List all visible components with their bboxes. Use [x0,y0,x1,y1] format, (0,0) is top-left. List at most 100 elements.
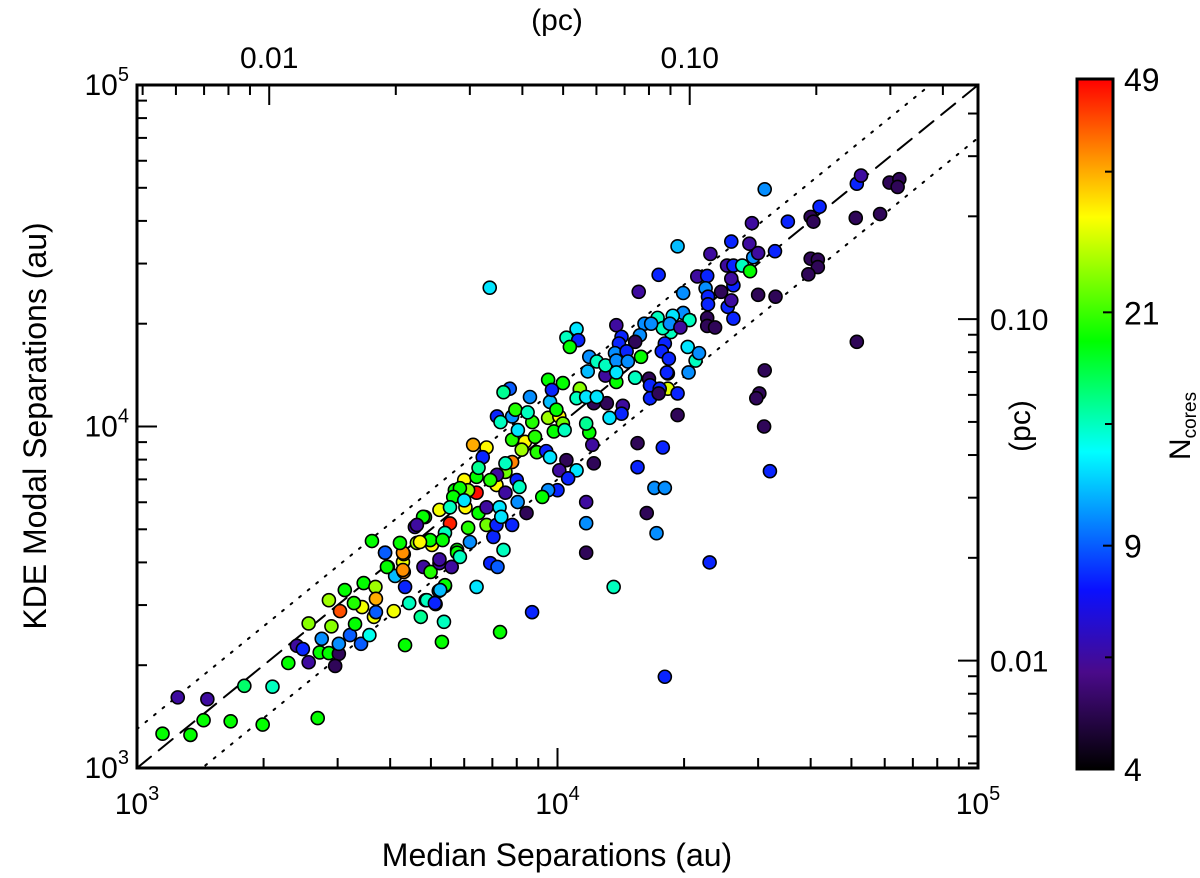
data-point [452,549,468,565]
data-point [699,268,715,284]
data-point [742,236,757,251]
data-point [482,472,498,488]
data-point [748,390,764,406]
right-pc-tick-label: 0.10 [990,304,1048,337]
data-point [324,618,339,634]
data-point [853,168,869,183]
top-pc-tick-label: 0.10 [661,42,719,75]
data-point [655,440,671,455]
data-point [557,422,572,438]
data-point [498,485,513,500]
data-point [170,690,186,705]
data-point [602,410,617,426]
data-point [661,351,677,366]
data-point [492,624,508,640]
y-axis-label: KDE Modal Separations (au) [17,222,53,629]
data-points [155,168,907,743]
data-point [427,595,443,611]
y-tick-label: 104 [85,406,130,444]
data-point [560,471,576,486]
colorbar-tick-label: 49 [1124,62,1160,98]
data-point [544,382,560,398]
data-point [490,559,505,575]
data-point [651,386,666,401]
data-point [750,245,766,261]
data-point [578,494,594,510]
data-point [392,535,408,551]
data-point [196,712,211,728]
data-point [510,494,525,510]
data-point [434,634,450,650]
data-point [872,206,888,222]
colorbar-tick-label: 4 [1124,752,1142,788]
data-point [670,407,685,423]
data-point [456,492,472,508]
data-point [534,489,550,505]
data-point [670,386,685,401]
data-point [631,284,647,300]
data-point [589,389,605,405]
data-point [768,289,783,304]
top-pc-tick-label: 0.01 [240,42,298,75]
data-point [780,214,796,229]
data-point [609,317,624,333]
data-point [527,429,543,445]
data-point [337,582,353,598]
data-point [397,637,413,653]
data-point [578,545,594,561]
data-point [606,579,621,595]
data-point [756,419,772,434]
data-point [562,339,578,355]
data-point [347,616,363,632]
data-point [552,463,567,478]
data-point [504,517,520,533]
data-point [223,714,238,729]
data-point [890,179,905,195]
data-point [409,517,425,533]
data-point [321,592,337,608]
data-point [680,339,695,355]
data-point [512,479,527,495]
data-point [493,509,509,525]
data-point [643,316,659,331]
data-point [522,389,538,405]
data-point [508,402,523,417]
right-axis-label: (pc) [1004,400,1037,452]
data-point [301,616,316,631]
data-point [301,654,316,670]
data-point [265,679,280,695]
data-point [397,579,413,595]
data-point [681,365,696,380]
data-point [555,375,571,391]
data-point [514,442,530,458]
colorbar-tick-label: 9 [1124,529,1142,565]
data-point [630,459,645,475]
x-axis-label: Median Separations (au) [382,837,732,873]
data-point [395,562,411,578]
data-point [362,627,377,643]
data-point [806,214,821,229]
data-point [482,280,498,295]
data-point [413,609,429,625]
data-point [237,678,252,694]
data-point [465,437,481,453]
x-tick-label: 104 [535,783,580,821]
data-point [767,243,783,259]
data-point [460,520,476,536]
data-point [364,533,380,549]
data-point [750,287,766,303]
data-point [471,460,486,476]
data-point [762,463,778,479]
data-point [580,364,596,379]
data-point [519,505,534,521]
data-point [444,559,459,575]
data-point [670,239,685,254]
data-point [479,499,494,515]
colorbar-ticks: 49 21 9 4 [1103,62,1160,788]
data-point [423,564,438,580]
data-point [314,631,330,647]
data-point [657,669,673,685]
data-point [310,710,326,726]
data-point [346,595,362,611]
